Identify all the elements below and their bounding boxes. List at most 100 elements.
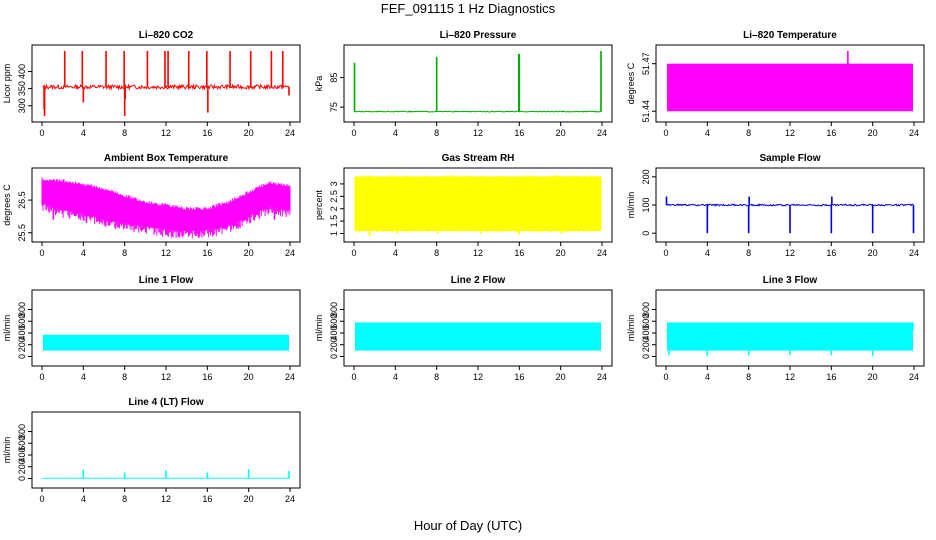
x-tick-label: 4: [705, 128, 710, 138]
x-tick-label: 20: [868, 372, 878, 382]
y-axis-label: ml/min: [626, 315, 636, 342]
x-tick-label: 0: [351, 372, 356, 382]
y-axis-label: ml/min: [2, 437, 12, 464]
series-li820-pressure: [353, 51, 602, 113]
panel-title: Li–820 CO2: [139, 30, 194, 41]
y-tick-label: 1: [329, 231, 339, 236]
panel-ambient-box-temperature: Ambient Box Temperature 0 4 8 12 16 20 24 25.5 26…: [2, 153, 301, 258]
x-tick-label: 0: [663, 248, 668, 258]
x-tick-label: 16: [514, 372, 524, 382]
x-tick-label: 8: [434, 248, 439, 258]
x-tick-label: 8: [746, 128, 751, 138]
plot-frame: [31, 289, 301, 367]
series-sample-flow: [665, 196, 915, 234]
y-tick-label: 26.5: [17, 191, 27, 209]
x-tick-label: 0: [39, 494, 44, 504]
x-tick-label: 20: [556, 248, 566, 258]
series-line: [354, 110, 602, 113]
x-tick-label: 16: [514, 128, 524, 138]
x-tick-label: 4: [81, 372, 86, 382]
y-axis-label: Licor ppm: [2, 64, 12, 104]
x-tick-label: 20: [556, 128, 566, 138]
x-tick-label: 4: [393, 248, 398, 258]
series-ambient-box-temperature: [41, 177, 291, 239]
y-tick-label: 0: [17, 476, 27, 481]
x-tick-label: 20: [868, 128, 878, 138]
series-line-2-flow: [355, 322, 601, 351]
y-axis-label: ml/min: [314, 315, 324, 342]
x-tick-label: 8: [122, 372, 127, 382]
y-tick-label: 100: [641, 197, 651, 212]
y-tick-label: 400: [641, 325, 651, 340]
x-tick-label: 16: [202, 248, 212, 258]
x-tick-label: 16: [826, 128, 836, 138]
series-li820-co2: [42, 51, 290, 116]
y-tick-label: 400: [17, 447, 27, 462]
y-tick-label: 2: [329, 206, 339, 211]
y-axis-label: degrees C: [626, 62, 636, 104]
x-tick-label: 4: [393, 128, 398, 138]
panel-gas-stream-rh: Gas Stream RH 0 4 8 12 16 20 24 1 1.5 2 2.5 3 percent: [314, 153, 613, 258]
x-tick-label: 16: [202, 494, 212, 504]
panel-title: Li–820 Temperature: [743, 30, 837, 41]
x-tick-label: 24: [285, 128, 295, 138]
x-tick-label: 0: [39, 128, 44, 138]
y-axis-label: degrees C: [2, 184, 12, 226]
y-tick-label: 2.5: [329, 190, 339, 203]
y-tick-label: 85: [329, 73, 339, 83]
x-tick-label: 0: [351, 128, 356, 138]
x-tick-label: 0: [39, 248, 44, 258]
y-tick-label: 800: [17, 302, 27, 317]
x-tick-label: 8: [122, 128, 127, 138]
x-tick-label: 0: [351, 248, 356, 258]
series-line-4-lt-flow: [42, 469, 290, 479]
panel-title: Gas Stream RH: [442, 153, 515, 164]
panel-title: Line 3 Flow: [763, 275, 818, 286]
y-tick-label: 0: [641, 231, 651, 236]
x-tick-label: 24: [285, 248, 295, 258]
series-gas-stream-rh: [354, 175, 602, 236]
y-axis-label: ml/min: [2, 315, 12, 342]
x-tick-label: 24: [909, 372, 919, 382]
band-area: [667, 322, 913, 351]
x-tick-label: 24: [285, 372, 295, 382]
panel-li820-co2: Li–820 CO2 0 4 8 12 16 20 24 300 350 400 Licor ppm: [2, 30, 301, 138]
x-tick-label: 24: [597, 372, 607, 382]
x-tick-label: 8: [434, 128, 439, 138]
x-tick-label: 12: [473, 128, 483, 138]
x-tick-label: 12: [161, 128, 171, 138]
y-tick-label: 400: [17, 325, 27, 340]
x-tick-label: 4: [705, 372, 710, 382]
figure-title: FEF_091115 1 Hz Diagnostics: [380, 1, 556, 16]
y-tick-label: 75: [329, 102, 339, 112]
y-tick-label: 51.44: [641, 100, 651, 123]
y-tick-label: 300: [17, 98, 27, 113]
panel-title: Line 1 Flow: [139, 275, 194, 286]
panel-title: Line 4 (LT) Flow: [128, 397, 204, 408]
x-tick-label: 0: [663, 128, 668, 138]
x-tick-label: 0: [39, 372, 44, 382]
band-area: [355, 322, 601, 351]
x-axis-label: Hour of Day (UTC): [413, 518, 523, 533]
y-tick-label: 800: [329, 302, 339, 317]
panel-title: Li–820 Pressure: [440, 30, 517, 41]
y-tick-label: 600: [329, 314, 339, 329]
y-tick-label: 1.5: [329, 215, 339, 228]
x-tick-label: 8: [746, 372, 751, 382]
x-tick-label: 24: [909, 248, 919, 258]
panel-title: Ambient Box Temperature: [104, 153, 229, 164]
y-tick-label: 200: [17, 459, 27, 474]
x-tick-label: 4: [393, 372, 398, 382]
x-tick-label: 8: [746, 248, 751, 258]
series-line-1-flow: [43, 334, 289, 351]
x-tick-label: 4: [705, 248, 710, 258]
x-tick-label: 24: [597, 248, 607, 258]
y-tick-label: 600: [17, 314, 27, 329]
y-axis-label: percent: [314, 189, 324, 220]
plot-frame: [343, 44, 613, 123]
x-tick-label: 12: [473, 372, 483, 382]
